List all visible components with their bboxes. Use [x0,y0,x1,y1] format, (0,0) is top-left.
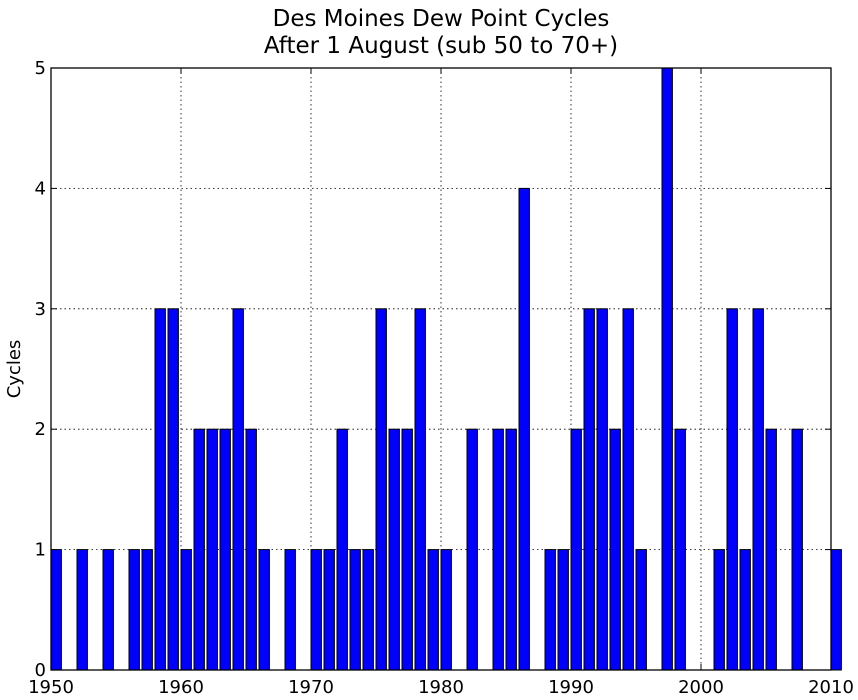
bar-1984 [492,428,504,671]
y-tick-label-1: 1 [35,540,46,561]
y-tick-label-0: 0 [35,660,46,681]
bar-1962 [206,428,218,671]
bar-1972 [336,428,348,671]
bar-1957 [141,549,153,671]
y-tick-label-3: 3 [35,299,46,320]
bar-1968 [284,549,296,671]
y-axis-label: Cycles [4,340,25,399]
bar-1952 [76,549,88,671]
bar-2002 [726,308,738,671]
bar-1979 [427,549,439,671]
bar-2007 [791,428,803,671]
bar-1985 [505,428,517,671]
y-tick-label-2: 2 [35,419,46,440]
bar-1961 [193,428,205,671]
chart-title-line-1: Des Moines Dew Point Cycles [273,6,610,32]
bar-1973 [349,549,361,671]
bar-1986 [518,187,530,671]
bar-2010 [830,549,842,671]
x-tick-label-1990: 1990 [548,677,594,698]
bar-1977 [401,428,413,671]
bar-1995 [635,549,647,671]
bar-1974 [362,549,374,671]
y-tick-label-5: 5 [35,58,46,79]
bar-1960 [180,549,192,671]
x-tick-labels: 1950 1960 1970 1980 1990 2000 2010 [28,68,854,698]
x-tick-label-2010: 2010 [808,677,854,698]
bar-1958 [154,308,166,671]
bar-1976 [388,428,400,671]
bar-1963 [219,428,231,671]
bar-1970 [310,549,322,671]
grid [51,68,831,670]
bar-1966 [258,549,270,671]
bar-1994 [622,308,634,671]
bar-1991 [583,308,595,671]
bar-1959 [167,308,179,671]
bar-1997 [661,67,673,671]
bar-2001 [713,549,725,671]
bar-1993 [609,428,621,671]
chart-title-line-2: After 1 August (sub 50 to 70+) [264,33,618,59]
y-tick-label-4: 4 [35,178,46,199]
bar-1998 [674,428,686,671]
bar-2004 [752,308,764,671]
bar-2003 [739,549,751,671]
bar-1982 [466,428,478,671]
x-tick-label-1960: 1960 [158,677,204,698]
y-tick-labels: 0 1 2 3 4 5 [35,58,831,681]
bar-1989 [557,549,569,671]
x-tick-label-2000: 2000 [678,677,724,698]
x-tick-label-1970: 1970 [288,677,334,698]
x-tick-label-1950: 1950 [28,677,74,698]
bar-1950 [50,549,62,671]
bar-1954 [102,549,114,671]
bar-1978 [414,308,426,671]
bar-1964 [232,308,244,671]
bar-1992 [596,308,608,671]
bar-1980 [440,549,452,671]
bar-1956 [128,549,140,671]
bar-1975 [375,308,387,671]
bar-1988 [544,549,556,671]
x-tick-label-1980: 1980 [418,677,464,698]
bar-1990 [570,428,582,671]
bar-1965 [245,428,257,671]
bar-1971 [323,549,335,671]
bars [50,67,842,671]
bar-2005 [765,428,777,671]
